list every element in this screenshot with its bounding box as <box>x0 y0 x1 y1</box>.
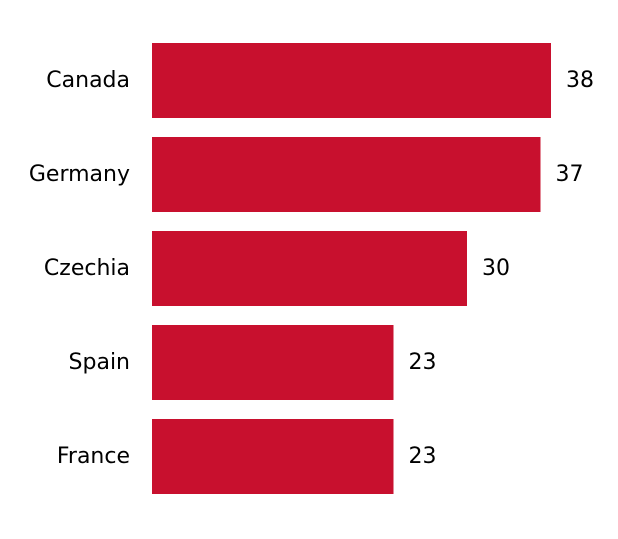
bars-group <box>152 43 551 494</box>
value-label-germany: 37 <box>556 162 584 187</box>
value-label-spain: 23 <box>409 350 437 375</box>
value-label-france: 23 <box>409 444 437 469</box>
category-label-germany: Germany <box>29 162 130 187</box>
bar-czechia <box>152 231 467 306</box>
bar-spain <box>152 325 394 400</box>
bar-germany <box>152 137 541 212</box>
value-label-canada: 38 <box>566 68 594 93</box>
category-label-france: France <box>57 444 130 469</box>
value-labels-group: 38 37 30 23 23 <box>409 68 595 469</box>
bar-france <box>152 419 394 494</box>
value-label-czechia: 30 <box>482 256 510 281</box>
category-labels-group: Canada Germany Czechia Spain France <box>29 68 130 469</box>
category-label-czechia: Czechia <box>44 256 130 281</box>
bar-canada <box>152 43 551 118</box>
category-label-canada: Canada <box>46 68 130 93</box>
category-label-spain: Spain <box>69 350 130 375</box>
